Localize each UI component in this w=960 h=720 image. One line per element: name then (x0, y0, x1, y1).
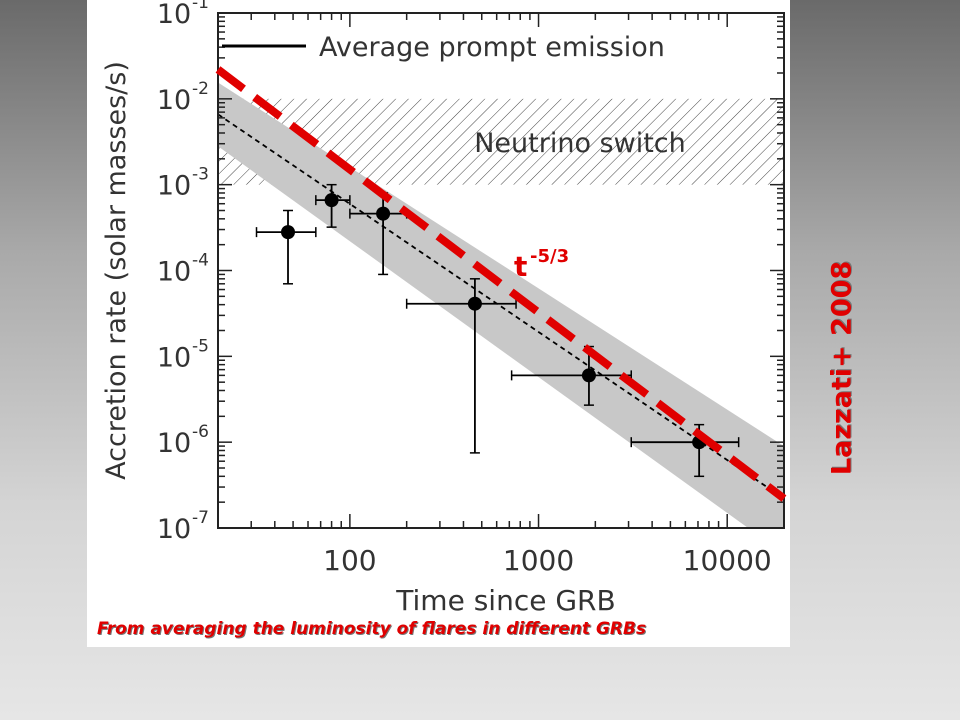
powerlaw-line (215, 66, 787, 502)
y-tick-exponent: -4 (192, 251, 209, 271)
x-axis-title: Time since GRB (395, 584, 615, 617)
x-tick-label: 10000 (683, 544, 772, 577)
x-tick-label: 100 (323, 544, 376, 577)
y-tick-exponent: -7 (192, 508, 209, 528)
point-marker (581, 368, 596, 383)
point-marker (324, 193, 339, 208)
neutrino-switch-label: Neutrino switch (474, 128, 686, 159)
point-marker (376, 206, 391, 221)
y-tick-exponent: -3 (192, 165, 209, 185)
legend-label: Average prompt emission (319, 32, 665, 63)
figure-panel: 100 1000 10000 10 -7 10 -6 10 -5 10 -4 10 -3 10 -2 10 -1… (87, 0, 790, 647)
point-marker (281, 225, 296, 240)
data-point (405, 278, 517, 454)
uncertainty-band (218, 82, 784, 528)
powerlaw-exponent: -5/3 (530, 246, 569, 267)
figure-caption: From averaging the luminosity of flares … (97, 619, 647, 639)
fit-line (218, 113, 784, 500)
x-tick-label: 1000 (503, 544, 574, 577)
data-point (315, 183, 351, 228)
y-tick-exponent: -5 (192, 336, 209, 356)
y-tick-label: 10 (157, 171, 191, 202)
y-tick-label: 10 (157, 0, 191, 30)
data-point (349, 192, 408, 276)
y-tick-label: 10 (157, 342, 191, 373)
powerlaw-label: t (514, 250, 527, 283)
accretion-rate-chart: 100 1000 1000010-710-610-510-410-310-210-1… (101, 0, 787, 617)
y-axis-title: Accretion rate (solar masses/s) (101, 61, 132, 480)
y-tick-exponent: -2 (192, 79, 209, 99)
y-tick-exponent: -1 (192, 0, 209, 13)
y-tick-exponent: -6 (192, 422, 209, 442)
y-tick-label: 10 (157, 85, 191, 116)
data-point (255, 209, 317, 285)
y-tick-label: 10 (157, 257, 191, 288)
y-tick-label: 10 (157, 514, 191, 545)
point-marker (467, 296, 482, 311)
y-tick-label: 10 (157, 428, 191, 459)
reference-label: Lazzati+ 2008 (826, 260, 858, 476)
